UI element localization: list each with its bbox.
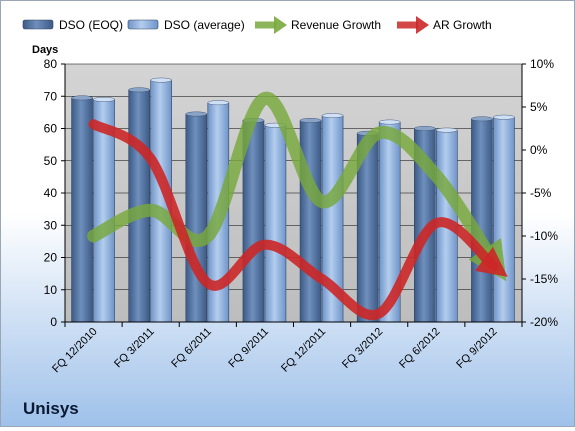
y-tick-label: 30 [44, 218, 58, 232]
bar-cap [93, 97, 115, 102]
legend-swatch [127, 19, 159, 30]
bar-cap [436, 127, 458, 133]
x-tick-label: FQ 9/2011 [226, 326, 271, 371]
bar-cap [150, 77, 172, 83]
bar-cap [378, 119, 401, 125]
bar-cap [321, 113, 344, 119]
legend-label: DSO (average) [164, 18, 245, 32]
bar-cap [185, 111, 208, 117]
legend-swatch-arrow [274, 16, 287, 34]
y-tick-label: 50 [44, 154, 58, 168]
y2-tick-label: 5% [530, 100, 548, 114]
y-tick-label: 20 [44, 251, 58, 265]
y2-tick-label: 0% [530, 143, 548, 157]
bar-dso-eoq [185, 113, 208, 323]
legend-swatch [22, 19, 54, 30]
legend: DSO (EOQ) DSO (average) Revenue Growth AR G… [22, 16, 492, 34]
bar-dso-eoq [299, 120, 322, 323]
y2-tick-label: 10% [530, 57, 554, 71]
company-name: Unisys [23, 399, 79, 418]
bar-cap [71, 95, 93, 101]
x-tick-label: FQ 9/2012 [454, 326, 499, 371]
legend-label: Revenue Growth [291, 18, 381, 32]
bar-cap [414, 126, 436, 131]
y2-tick-label: -15% [530, 272, 558, 286]
y-axis-label: Days [32, 44, 58, 56]
revenue-growth-line [87, 91, 507, 282]
x-tick-label: FQ 6/2012 [397, 326, 442, 371]
y-tick-label: 40 [44, 186, 58, 200]
bar-dso-average [264, 124, 287, 323]
x-tick-label: FQ 3/2012 [340, 326, 385, 371]
bar-dso-average [493, 116, 515, 323]
legend-label: AR Growth [433, 18, 492, 32]
x-tick-label: FQ 12/2010 [50, 326, 100, 376]
x-tick-label: FQ 12/2011 [279, 326, 328, 375]
y-tick-label: 70 [44, 89, 58, 103]
y-tick-label: 60 [44, 122, 58, 136]
y-tick-labels: 0 10 20 30 40 50 60 70 80 [44, 57, 58, 329]
legend-label: DSO (EOQ) [59, 18, 123, 32]
ar-growth-line [88, 119, 508, 321]
bar-dso-eoq [71, 97, 93, 323]
bar-cap [128, 87, 150, 93]
x-tick-label: FQ 3/2011 [112, 326, 157, 371]
bar-cap [493, 114, 515, 120]
bar-cap [207, 100, 230, 106]
bar-cap [471, 116, 493, 122]
legend-swatch-arrow [416, 16, 429, 34]
y2-tick-label: -5% [530, 186, 552, 200]
y2-tick-label: -20% [530, 315, 558, 329]
y-tick-label: 80 [44, 57, 58, 71]
x-tick-label: FQ 6/2011 [169, 326, 214, 371]
y-tick-label: 10 [44, 283, 58, 297]
bar-cap [299, 118, 322, 123]
y-tick-label: 0 [50, 315, 57, 329]
x-tick-labels: FQ 12/2010 FQ 3/2011 FQ 6/2011 FQ 9/2011 FQ … [50, 326, 499, 376]
growth-lines [87, 91, 508, 321]
y2-tick-label: -10% [530, 229, 558, 243]
y2-tick-labels: -20% -15% -10% -5% 0% 5% 10% [530, 57, 558, 329]
axes [61, 63, 526, 327]
